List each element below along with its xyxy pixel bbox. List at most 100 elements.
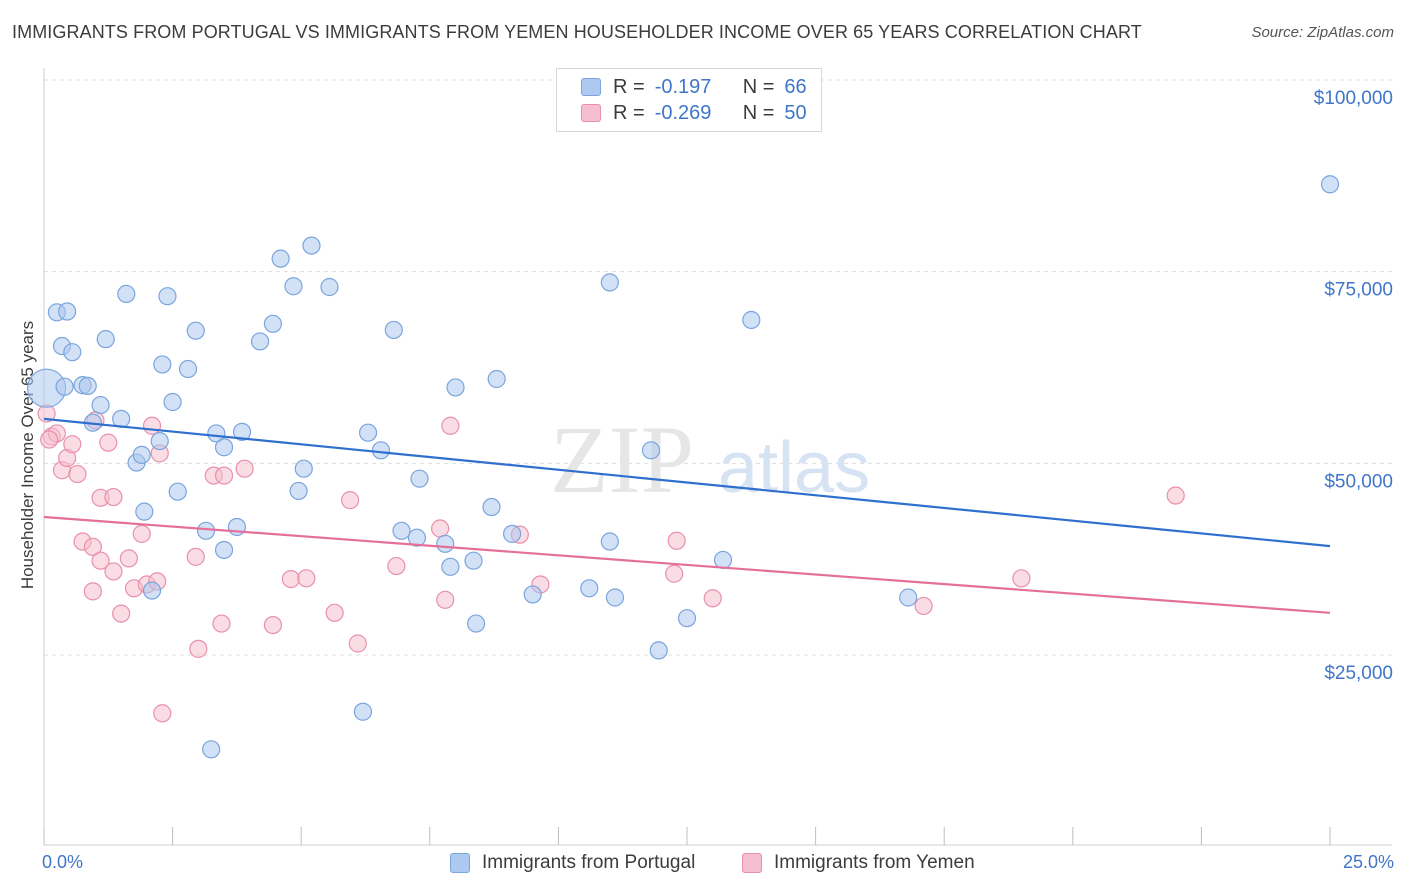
data-point-yemen xyxy=(91,551,110,570)
data-point-portugal xyxy=(600,273,619,292)
data-point-portugal xyxy=(436,534,455,553)
data-point-portugal xyxy=(153,355,172,374)
series-legend-label-portugal: Immigrants from Portugal xyxy=(482,852,696,873)
data-point-portugal xyxy=(207,424,226,443)
data-point-portugal xyxy=(441,557,460,576)
data-point-portugal xyxy=(713,550,733,570)
data-point-portugal xyxy=(284,277,303,296)
data-point-yemen xyxy=(348,634,367,653)
data-point-portugal xyxy=(446,378,465,397)
data-point-portugal xyxy=(466,614,486,633)
data-point-portugal xyxy=(150,432,169,451)
series-yemen-points xyxy=(37,404,1185,723)
correlation-legend: R = -0.197 N = 66 R = -0.269 N = 50 xyxy=(556,68,822,132)
data-point-portugal xyxy=(158,287,177,306)
data-point-yemen xyxy=(212,614,231,633)
data-point-portugal xyxy=(320,277,339,297)
legend-n-label: N = xyxy=(742,101,775,124)
legend-r-label: R = xyxy=(613,101,645,124)
data-point-yemen xyxy=(99,433,118,452)
data-point-yemen xyxy=(189,639,208,658)
series-legend-yemen[interactable]: Immigrants from Yemen xyxy=(742,852,975,874)
series-legend-label-yemen: Immigrants from Yemen xyxy=(774,852,975,873)
data-point-yemen xyxy=(214,466,234,485)
legend-row-portugal: R = -0.197 N = 66 xyxy=(581,75,807,99)
data-point-yemen xyxy=(436,590,455,609)
data-point-portugal xyxy=(384,320,403,340)
data-point-yemen xyxy=(1166,486,1185,505)
y-tick-label: $100,000 xyxy=(1314,88,1393,109)
data-point-yemen xyxy=(1012,569,1031,588)
trend-line-portugal xyxy=(43,417,1331,548)
x-tick-label-max: 25.0% xyxy=(1342,852,1394,872)
data-point-portugal xyxy=(178,359,198,379)
series-legend: Immigrants from Portugal Immigrants from… xyxy=(0,852,1406,878)
watermark-atlas: atlas xyxy=(718,428,870,508)
data-point-portugal xyxy=(371,441,391,460)
data-point-yemen xyxy=(63,435,82,454)
data-point-yemen xyxy=(281,569,301,589)
legend-n-label: N = xyxy=(742,75,775,98)
data-point-portugal xyxy=(407,528,427,547)
data-point-portugal xyxy=(410,469,429,488)
legend-swatch-yemen xyxy=(581,104,601,122)
data-point-portugal xyxy=(271,249,290,268)
data-point-portugal xyxy=(250,332,270,351)
data-point-yemen xyxy=(119,549,138,568)
data-point-portugal xyxy=(294,459,313,478)
data-point-portugal xyxy=(91,395,110,415)
data-point-portugal xyxy=(353,702,373,721)
data-point-yemen xyxy=(83,582,102,601)
chart-title: IMMIGRANTS FROM PORTUGAL VS IMMIGRANTS F… xyxy=(12,22,1142,42)
legend-r-label: R = xyxy=(613,75,645,98)
x-tick-label-min: 0.0% xyxy=(42,852,84,872)
grid-lines xyxy=(44,79,1392,656)
data-point-portugal xyxy=(899,588,918,607)
y-tick-label: $25,000 xyxy=(1324,663,1393,684)
data-point-yemen xyxy=(703,589,722,608)
data-point-portugal xyxy=(523,585,542,604)
zipatlas-watermark: ZIP atlas xyxy=(550,406,870,513)
data-point-portugal xyxy=(503,524,522,543)
data-point-portugal xyxy=(168,482,187,501)
legend-row-yemen: R = -0.269 N = 50 xyxy=(581,101,807,125)
data-point-portugal xyxy=(580,579,599,598)
data-point-yemen xyxy=(297,569,316,588)
legend-n-value-yemen: 50 xyxy=(784,101,807,124)
source-credit: Source: ZipAtlas.com xyxy=(1251,24,1394,41)
data-point-portugal xyxy=(600,532,619,551)
data-point-yemen xyxy=(325,603,344,622)
data-point-yemen xyxy=(104,487,123,507)
data-point-yemen xyxy=(235,459,254,478)
data-point-portugal xyxy=(196,521,216,540)
series-legend-swatch-yemen xyxy=(742,853,762,873)
data-point-yemen xyxy=(263,615,283,635)
data-point-portugal xyxy=(482,497,501,517)
series-legend-swatch-portugal xyxy=(450,853,470,873)
data-point-portugal xyxy=(142,581,162,600)
legend-r-value-portugal: -0.197 xyxy=(654,75,712,98)
y-tick-label: $50,000 xyxy=(1324,471,1393,492)
data-point-portugal xyxy=(63,343,82,362)
data-point-portugal xyxy=(58,302,77,321)
data-point-portugal xyxy=(135,502,154,521)
data-point-yemen xyxy=(914,596,933,616)
series-legend-portugal[interactable]: Immigrants from Portugal xyxy=(450,852,695,874)
data-point-portugal xyxy=(117,284,136,303)
data-point-portugal xyxy=(464,551,483,570)
y-tick-label: $75,000 xyxy=(1324,280,1393,301)
data-point-yemen xyxy=(387,556,406,576)
legend-r-value-yemen: -0.269 xyxy=(654,101,712,124)
data-point-yemen xyxy=(340,491,360,510)
axes xyxy=(43,68,1392,846)
data-point-portugal xyxy=(263,314,283,333)
data-point-portugal xyxy=(132,445,151,464)
data-point-yemen xyxy=(104,562,123,581)
data-point-yemen xyxy=(83,537,102,557)
legend-swatch-portugal xyxy=(581,78,601,96)
data-point-portugal xyxy=(392,521,411,540)
data-point-portugal xyxy=(641,441,661,460)
data-point-portugal xyxy=(186,321,205,340)
data-point-portugal xyxy=(232,422,252,441)
data-point-yemen xyxy=(186,547,205,566)
